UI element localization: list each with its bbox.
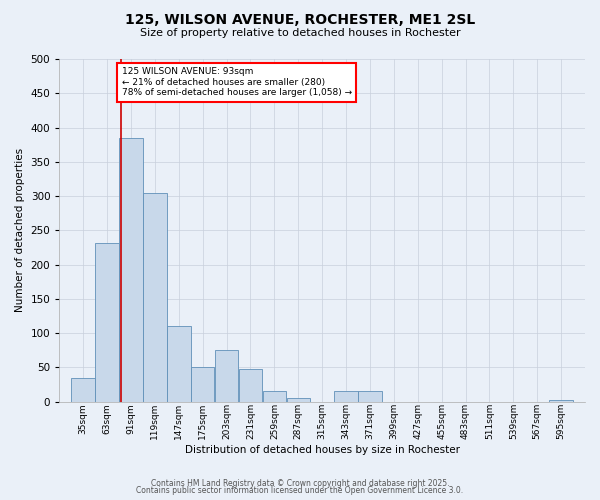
Bar	[239, 370, 262, 402]
Bar	[191, 368, 214, 402]
X-axis label: Distribution of detached houses by size in Rochester: Distribution of detached houses by size …	[185, 445, 460, 455]
Y-axis label: Number of detached properties: Number of detached properties	[15, 148, 25, 312]
Text: Contains public sector information licensed under the Open Government Licence 3.: Contains public sector information licen…	[136, 486, 464, 495]
Bar	[119, 138, 143, 402]
Text: Size of property relative to detached houses in Rochester: Size of property relative to detached ho…	[140, 28, 460, 38]
Text: Contains HM Land Registry data © Crown copyright and database right 2025.: Contains HM Land Registry data © Crown c…	[151, 478, 449, 488]
Bar	[71, 378, 95, 402]
Bar	[334, 392, 358, 402]
Text: 125 WILSON AVENUE: 93sqm
← 21% of detached houses are smaller (280)
78% of semi-: 125 WILSON AVENUE: 93sqm ← 21% of detach…	[122, 67, 352, 97]
Bar	[95, 242, 119, 402]
Bar	[263, 392, 286, 402]
Bar	[287, 398, 310, 402]
Text: 125, WILSON AVENUE, ROCHESTER, ME1 2SL: 125, WILSON AVENUE, ROCHESTER, ME1 2SL	[125, 12, 475, 26]
Bar	[358, 392, 382, 402]
Bar	[143, 192, 167, 402]
Bar	[550, 400, 573, 402]
Bar	[167, 326, 191, 402]
Bar	[215, 350, 238, 402]
